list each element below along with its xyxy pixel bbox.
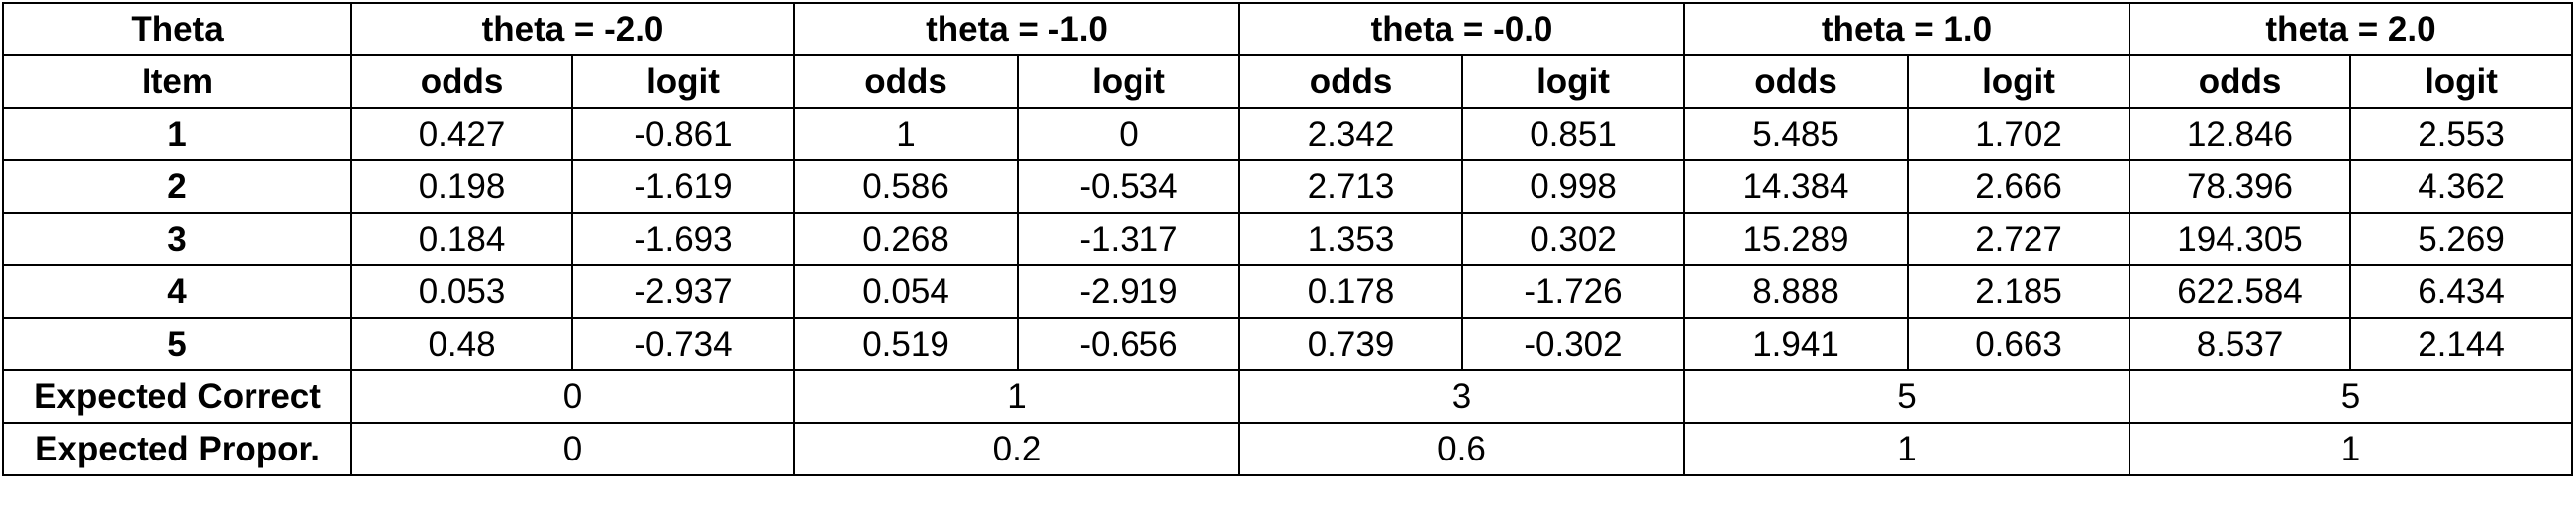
- odds-value-cell[interactable]: 0.586: [793, 159, 1019, 214]
- odds-header-cell[interactable]: odds: [1683, 54, 1909, 109]
- odds-value-cell[interactable]: 0.184: [350, 212, 573, 266]
- logit-value-cell[interactable]: -0.656: [1017, 317, 1240, 371]
- odds-header-cell[interactable]: odds: [2129, 54, 2351, 109]
- logit-value-cell[interactable]: 0.663: [1907, 317, 2130, 371]
- expected-correct-cell[interactable]: 3: [1238, 369, 1685, 424]
- theta-odds-logit-table: Theta theta = -2.0 theta = -1.0 theta = …: [2, 2, 2573, 476]
- odds-value-cell[interactable]: 0.268: [793, 212, 1019, 266]
- item-row: 1 0.427 -0.861 1 0 2.342 0.851 5.485 1.702 12.846…: [2, 107, 2573, 161]
- logit-header-cell[interactable]: logit: [571, 54, 795, 109]
- logit-value-cell[interactable]: -0.734: [571, 317, 795, 371]
- odds-value-cell[interactable]: 2.713: [1238, 159, 1463, 214]
- odds-value-cell[interactable]: 0.48: [350, 317, 573, 371]
- theta-header-cell[interactable]: theta = 2.0: [2129, 2, 2573, 56]
- logit-value-cell[interactable]: 2.144: [2349, 317, 2573, 371]
- odds-value-cell[interactable]: 0.178: [1238, 264, 1463, 319]
- odds-value-cell[interactable]: 14.384: [1683, 159, 1909, 214]
- odds-value-cell[interactable]: 0.053: [350, 264, 573, 319]
- expected-correct-row: Expected Correct 0 1 3 5 5: [2, 369, 2573, 424]
- expected-proportion-label[interactable]: Expected Propor.: [2, 422, 352, 476]
- logit-value-cell[interactable]: -2.937: [571, 264, 795, 319]
- subcolumn-header-row: Item odds logit odds logit odds logit od…: [2, 54, 2573, 109]
- logit-value-cell[interactable]: 0: [1017, 107, 1240, 161]
- item-row: 3 0.184 -1.693 0.268 -1.317 1.353 0.302 15.289 2…: [2, 212, 2573, 266]
- odds-value-cell[interactable]: 0.054: [793, 264, 1019, 319]
- theta-header-cell[interactable]: theta = -1.0: [793, 2, 1240, 56]
- expected-proportion-cell[interactable]: 1: [1683, 422, 2130, 476]
- odds-value-cell[interactable]: 78.396: [2129, 159, 2351, 214]
- expected-correct-cell[interactable]: 1: [793, 369, 1240, 424]
- logit-value-cell[interactable]: 4.362: [2349, 159, 2573, 214]
- odds-value-cell[interactable]: 12.846: [2129, 107, 2351, 161]
- odds-value-cell[interactable]: 1.353: [1238, 212, 1463, 266]
- item-number-cell[interactable]: 2: [2, 159, 352, 214]
- logit-value-cell[interactable]: -1.693: [571, 212, 795, 266]
- logit-header-cell[interactable]: logit: [2349, 54, 2573, 109]
- expected-proportion-row: Expected Propor. 0 0.2 0.6 1 1: [2, 422, 2573, 476]
- odds-value-cell[interactable]: 0.739: [1238, 317, 1463, 371]
- odds-value-cell[interactable]: 0.519: [793, 317, 1019, 371]
- odds-value-cell[interactable]: 0.427: [350, 107, 573, 161]
- item-rows: 1 0.427 -0.861 1 0 2.342 0.851 5.485 1.702 12.846…: [2, 107, 2573, 371]
- odds-header-cell[interactable]: odds: [793, 54, 1019, 109]
- logit-value-cell[interactable]: -0.534: [1017, 159, 1240, 214]
- logit-value-cell[interactable]: 1.702: [1907, 107, 2130, 161]
- logit-value-cell[interactable]: 0.851: [1461, 107, 1685, 161]
- logit-value-cell[interactable]: 2.185: [1907, 264, 2130, 319]
- expected-correct-cell[interactable]: 0: [350, 369, 795, 424]
- item-row: 4 0.053 -2.937 0.054 -2.919 0.178 -1.726 8.888 2…: [2, 264, 2573, 319]
- logit-value-cell[interactable]: -2.919: [1017, 264, 1240, 319]
- logit-header-cell[interactable]: logit: [1017, 54, 1240, 109]
- odds-header-cell[interactable]: odds: [350, 54, 573, 109]
- item-number-cell[interactable]: 5: [2, 317, 352, 371]
- theta-header-cell[interactable]: theta = -2.0: [350, 2, 795, 56]
- item-row: 5 0.48 -0.734 0.519 -0.656 0.739 -0.302 1.941 0.…: [2, 317, 2573, 371]
- odds-value-cell[interactable]: 0.198: [350, 159, 573, 214]
- odds-value-cell[interactable]: 8.888: [1683, 264, 1909, 319]
- logit-value-cell[interactable]: -1.726: [1461, 264, 1685, 319]
- item-row: 2 0.198 -1.619 0.586 -0.534 2.713 0.998 14.384 2…: [2, 159, 2573, 214]
- odds-value-cell[interactable]: 8.537: [2129, 317, 2351, 371]
- odds-value-cell[interactable]: 15.289: [1683, 212, 1909, 266]
- logit-value-cell[interactable]: 2.666: [1907, 159, 2130, 214]
- expected-proportion-cell[interactable]: 0.2: [793, 422, 1240, 476]
- item-label-cell[interactable]: Item: [2, 54, 352, 109]
- logit-value-cell[interactable]: -0.861: [571, 107, 795, 161]
- expected-correct-label[interactable]: Expected Correct: [2, 369, 352, 424]
- logit-value-cell[interactable]: 5.269: [2349, 212, 2573, 266]
- odds-value-cell[interactable]: 1: [793, 107, 1019, 161]
- expected-proportion-cell[interactable]: 1: [2129, 422, 2573, 476]
- logit-value-cell[interactable]: 6.434: [2349, 264, 2573, 319]
- odds-value-cell[interactable]: 5.485: [1683, 107, 1909, 161]
- logit-value-cell[interactable]: 2.553: [2349, 107, 2573, 161]
- theta-header-row: Theta theta = -2.0 theta = -1.0 theta = …: [2, 2, 2573, 56]
- theta-label-cell[interactable]: Theta: [2, 2, 352, 56]
- theta-header-cell[interactable]: theta = 1.0: [1683, 2, 2130, 56]
- odds-value-cell[interactable]: 622.584: [2129, 264, 2351, 319]
- logit-value-cell[interactable]: 2.727: [1907, 212, 2130, 266]
- logit-value-cell[interactable]: -1.317: [1017, 212, 1240, 266]
- logit-value-cell[interactable]: 0.998: [1461, 159, 1685, 214]
- item-number-cell[interactable]: 3: [2, 212, 352, 266]
- expected-proportion-cell[interactable]: 0.6: [1238, 422, 1685, 476]
- logit-header-cell[interactable]: logit: [1907, 54, 2130, 109]
- expected-correct-cell[interactable]: 5: [1683, 369, 2130, 424]
- expected-correct-cell[interactable]: 5: [2129, 369, 2573, 424]
- logit-value-cell[interactable]: -1.619: [571, 159, 795, 214]
- logit-header-cell[interactable]: logit: [1461, 54, 1685, 109]
- item-number-cell[interactable]: 1: [2, 107, 352, 161]
- logit-value-cell[interactable]: -0.302: [1461, 317, 1685, 371]
- expected-proportion-cell[interactable]: 0: [350, 422, 795, 476]
- logit-value-cell[interactable]: 0.302: [1461, 212, 1685, 266]
- odds-value-cell[interactable]: 1.941: [1683, 317, 1909, 371]
- odds-value-cell[interactable]: 194.305: [2129, 212, 2351, 266]
- odds-header-cell[interactable]: odds: [1238, 54, 1463, 109]
- item-number-cell[interactable]: 4: [2, 264, 352, 319]
- theta-header-cell[interactable]: theta = -0.0: [1238, 2, 1685, 56]
- odds-value-cell[interactable]: 2.342: [1238, 107, 1463, 161]
